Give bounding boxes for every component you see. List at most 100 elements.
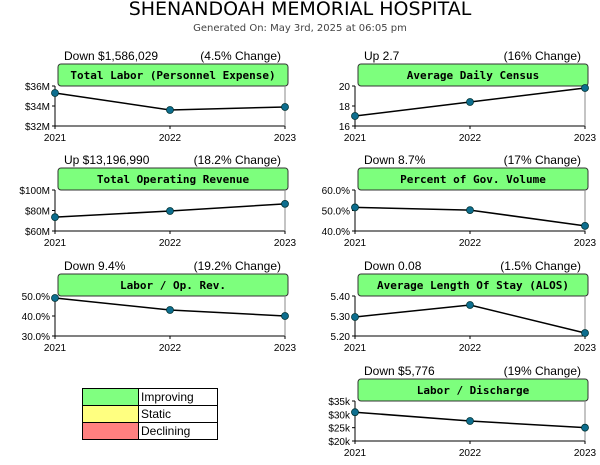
change-label: Down 8.7% <box>364 153 426 167</box>
chart-title: Labor / Discharge <box>417 384 530 397</box>
x-tick-label: 2022 <box>459 133 482 144</box>
legend-label-improving: Improving <box>138 388 218 406</box>
pct-label: (18.2% Change) <box>194 153 281 167</box>
x-tick-label: 2021 <box>44 343 67 354</box>
x-tick-label: 2023 <box>574 343 597 354</box>
y-tick-label: $30k <box>328 410 351 421</box>
y-tick-label: 40.0% <box>22 312 50 323</box>
data-point <box>51 89 59 97</box>
y-tick-label: $35k <box>328 397 351 408</box>
chart-title: Average Daily Census <box>407 69 539 82</box>
y-tick-label: $100M <box>19 186 50 197</box>
legend-swatch-static <box>82 405 139 423</box>
data-point <box>581 221 589 230</box>
legend-row-declining: Declining <box>82 422 218 440</box>
data-point <box>581 84 589 92</box>
data-point <box>581 423 589 432</box>
legend-label-static: Static <box>138 405 218 423</box>
data-point <box>351 112 359 120</box>
data-point <box>581 329 589 337</box>
x-tick-label: 2022 <box>459 343 482 354</box>
y-tick-label: 20 <box>339 82 351 93</box>
x-tick-label: 2023 <box>274 238 297 249</box>
x-tick-label: 2023 <box>574 238 597 249</box>
y-tick-label: $36M <box>25 82 50 93</box>
y-tick-label: $20k <box>328 437 351 448</box>
chart-title: Labor / Op. Rev. <box>120 279 226 292</box>
change-label: Down 9.4% <box>64 259 126 273</box>
data-point <box>51 213 59 222</box>
legend-swatch-declining <box>82 422 139 440</box>
pct-label: (17% Change) <box>504 153 581 167</box>
change-label: Up $13,196,990 <box>64 153 150 167</box>
chart-3: Down 8.7% (17% Change) Percent of Gov. Vol… <box>322 153 597 249</box>
series-line <box>354 304 586 334</box>
x-tick-label: 2022 <box>159 133 182 144</box>
x-tick-label: 2022 <box>159 343 182 354</box>
chart-title: Average Length Of Stay (ALOS) <box>377 279 569 292</box>
pct-label: (16% Change) <box>504 49 581 63</box>
title-panel <box>357 167 589 191</box>
change-label: Down $1,586,029 <box>64 49 158 63</box>
y-tick-label: 50.0% <box>322 207 350 218</box>
y-tick-label: 5.20 <box>331 332 351 343</box>
y-tick-label: $25k <box>328 424 351 435</box>
title-panel <box>57 167 289 191</box>
legend-swatch-improving <box>82 388 139 406</box>
legend-row-static: Static <box>82 405 218 423</box>
x-tick-label: 2021 <box>44 133 67 144</box>
pct-label: (19.2% Change) <box>194 259 281 273</box>
chart-6: Down $5,776 (19% Change) Labor / Discharge… <box>328 364 596 459</box>
data-point <box>281 103 289 111</box>
x-tick-label: 2022 <box>459 238 482 249</box>
chart-title: Percent of Gov. Volume <box>400 173 546 186</box>
x-tick-label: 2023 <box>574 133 597 144</box>
y-tick-label: 5.30 <box>331 312 351 323</box>
y-tick-label: 16 <box>339 122 351 133</box>
legend-label-declining: Declining <box>138 422 218 440</box>
chart-0: Down $1,586,029 (4.5% Change) Total Labor … <box>25 49 297 144</box>
change-label: Down 0.08 <box>364 259 422 273</box>
data-point <box>466 417 474 425</box>
data-point <box>351 203 359 212</box>
title-panel <box>357 63 589 87</box>
data-point <box>466 98 474 106</box>
y-tick-label: 18 <box>339 102 351 113</box>
y-tick-label: $80M <box>25 207 50 218</box>
data-point <box>281 199 289 208</box>
pct-label: (1.5% Change) <box>500 259 581 273</box>
data-point <box>466 206 474 214</box>
x-tick-label: 2023 <box>274 343 297 354</box>
y-tick-label: $32M <box>25 122 50 133</box>
chart-title: Total Operating Revenue <box>97 173 250 186</box>
x-tick-label: 2021 <box>44 238 67 249</box>
legend-row-improving: Improving <box>82 388 218 406</box>
y-tick-label: 5.40 <box>331 292 351 303</box>
title-panel <box>357 378 589 402</box>
data-point <box>166 106 174 114</box>
x-tick-label: 2021 <box>344 238 367 249</box>
data-point <box>166 306 174 314</box>
change-label: Up 2.7 <box>364 49 400 63</box>
pct-label: (4.5% Change) <box>200 49 281 63</box>
data-point <box>351 313 359 321</box>
data-point <box>351 408 359 417</box>
x-tick-label: 2022 <box>159 238 182 249</box>
chart-1: Up 2.7 (16% Change) Average Daily Census 16… <box>339 49 597 144</box>
x-tick-label: 2021 <box>344 133 367 144</box>
x-tick-label: 2023 <box>274 133 297 144</box>
y-tick-label: 60.0% <box>322 186 350 197</box>
chart-2: Up $13,196,990 (18.2% Change) Total Operat… <box>19 153 296 249</box>
x-tick-label: 2023 <box>574 448 597 459</box>
change-label: Down $5,776 <box>364 364 435 378</box>
chart-title: Total Labor (Personnel Expense) <box>70 69 275 82</box>
x-tick-label: 2021 <box>344 448 367 459</box>
data-point <box>166 207 174 215</box>
y-tick-label: 30.0% <box>22 332 50 343</box>
chart-4: Down 9.4% (19.2% Change) Labor / Op. Rev. 3… <box>22 259 297 354</box>
x-tick-label: 2021 <box>344 343 367 354</box>
pct-label: (19% Change) <box>504 364 581 378</box>
chart-5: Down 0.08 (1.5% Change) Average Length Of … <box>331 259 597 354</box>
x-tick-label: 2022 <box>459 448 482 459</box>
